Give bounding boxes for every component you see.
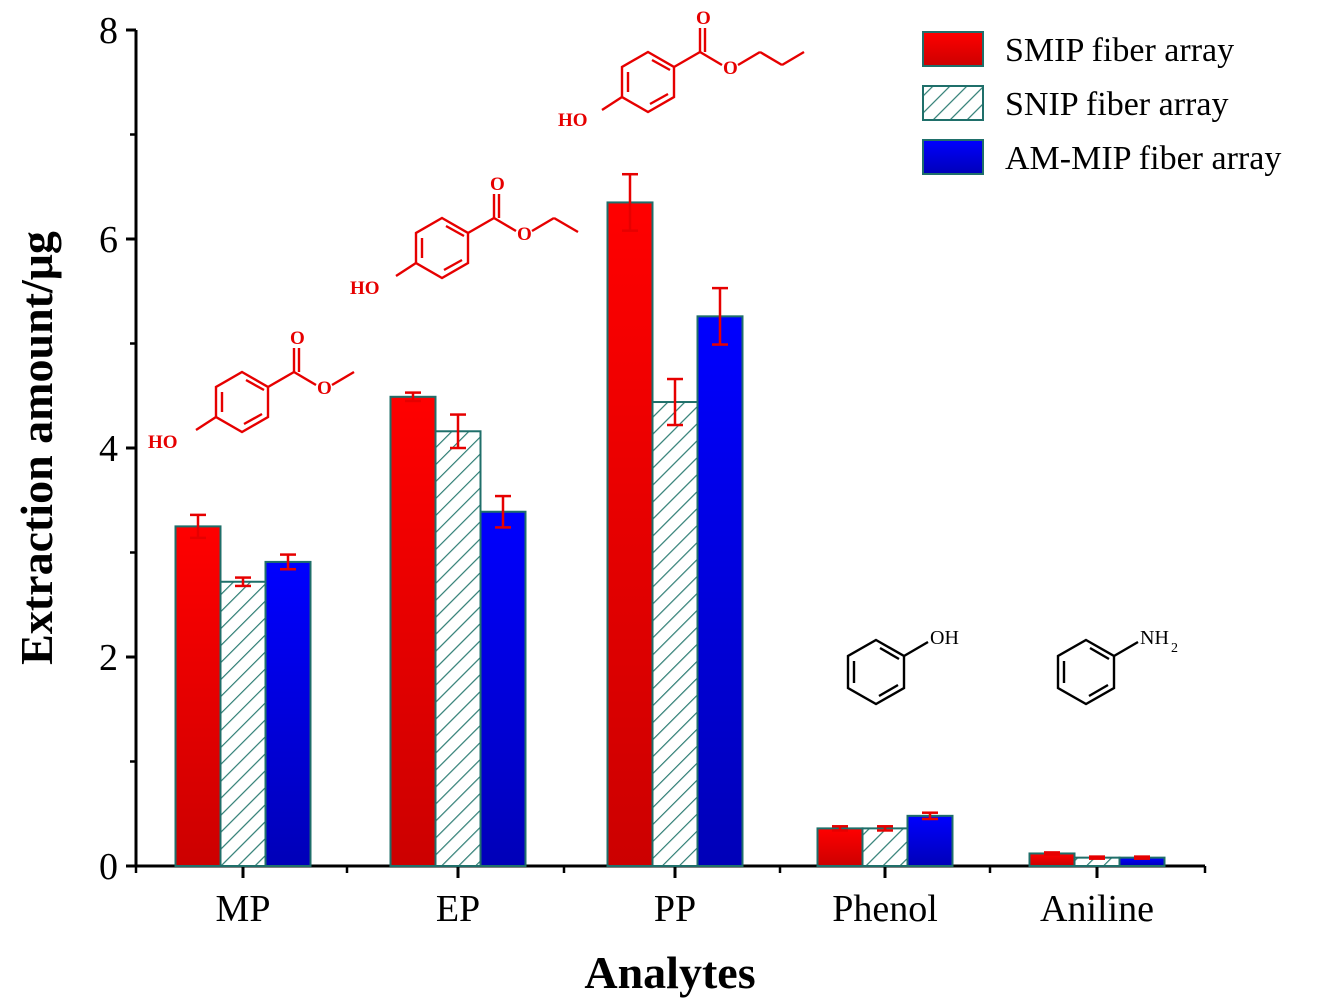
x-tick-label: Aniline bbox=[1040, 888, 1154, 930]
y-ticks: 0 2 4 6 8 bbox=[99, 10, 136, 888]
legend-label-ammip: AM-MIP fiber array bbox=[1005, 140, 1281, 177]
structure-pp-o-ester: O bbox=[723, 58, 738, 79]
structure-pp-o-carbonyl: O bbox=[696, 8, 711, 29]
bar-smip bbox=[606, 201, 654, 868]
x-tick-label: MP bbox=[216, 888, 271, 930]
structure-phenol-oh-label: OH bbox=[930, 627, 959, 649]
y-tick-label: 4 bbox=[99, 428, 118, 470]
bar-snip bbox=[434, 430, 482, 867]
bar-smip bbox=[816, 827, 864, 868]
axes: 0 2 4 6 8 MP EP PP Phenol Aniline bbox=[99, 10, 1207, 930]
legend-swatch-smip bbox=[922, 31, 984, 67]
structure-aniline-nh-label: NH bbox=[1140, 627, 1169, 649]
y-axis-title: Extraction amount/μg bbox=[11, 231, 62, 665]
error-bars-layer bbox=[190, 172, 1150, 860]
legend-swatch-snip bbox=[922, 85, 984, 121]
structure-aniline-subscript: 2 bbox=[1171, 641, 1178, 656]
y-tick-label: 8 bbox=[99, 10, 118, 52]
bar-ammip bbox=[264, 560, 312, 868]
structure-mp-ho-label: HO bbox=[148, 432, 178, 453]
structure-mp: O O HO bbox=[148, 328, 355, 453]
y-tick-label: 2 bbox=[99, 637, 118, 679]
legend-label-smip: SMIP fiber array bbox=[1005, 32, 1234, 69]
x-ticks: MP EP PP Phenol Aniline bbox=[134, 866, 1207, 930]
x-axis-title: Analytes bbox=[584, 947, 755, 998]
structure-phenol: OH bbox=[846, 627, 959, 706]
structure-mp-o-carbonyl: O bbox=[290, 328, 305, 349]
legend-swatch-ammip bbox=[922, 139, 984, 175]
legend: SMIP fiber array SNIP fiber array AM-MIP… bbox=[922, 31, 1281, 177]
structure-ep-o-ester: O bbox=[517, 224, 532, 245]
bar-smip bbox=[389, 395, 437, 867]
x-tick-label: PP bbox=[654, 888, 696, 930]
x-tick-label: EP bbox=[436, 888, 480, 930]
bar-ammip bbox=[696, 315, 744, 867]
bar-snip bbox=[651, 401, 699, 867]
y-tick-label: 0 bbox=[99, 846, 118, 888]
structure-ep: O O HO bbox=[350, 174, 579, 299]
structure-mp-o-ester: O bbox=[317, 378, 332, 399]
structure-pp-ho-label: HO bbox=[558, 110, 588, 131]
bar-smip bbox=[174, 525, 222, 867]
bar-ammip bbox=[906, 814, 954, 868]
x-tick-label: Phenol bbox=[832, 888, 938, 930]
y-tick-label: 6 bbox=[99, 219, 118, 261]
structure-aniline: NH 2 bbox=[1056, 627, 1178, 706]
structure-pp: O O HO bbox=[558, 8, 805, 131]
structure-ep-ho-label: HO bbox=[350, 278, 380, 299]
bar-snip bbox=[219, 580, 267, 867]
bars-layer bbox=[174, 201, 1166, 868]
bar-ammip bbox=[479, 510, 527, 867]
structure-ep-o-carbonyl: O bbox=[490, 174, 505, 195]
bar-snip bbox=[861, 827, 909, 868]
legend-label-snip: SNIP fiber array bbox=[1005, 86, 1228, 123]
